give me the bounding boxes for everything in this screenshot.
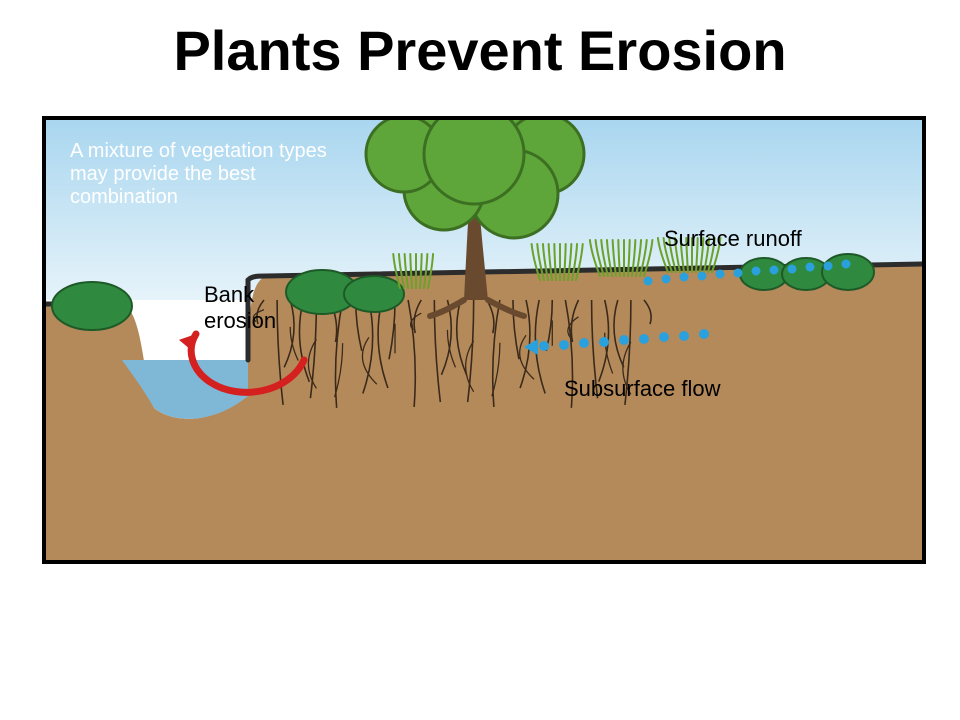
label-surface-runoff: Surface runoff xyxy=(664,226,802,252)
page-title: Plants Prevent Erosion xyxy=(0,18,960,83)
diagram-frame: A mixture of vegetation types may provid… xyxy=(42,116,926,564)
slide: Plants Prevent Erosion A mixture of vege… xyxy=(0,0,960,720)
caption-text: A mixture of vegetation types may provid… xyxy=(70,140,327,209)
label-bank-erosion: Bank erosion xyxy=(204,282,276,334)
label-subsurface-flow: Subsurface flow xyxy=(564,376,721,402)
